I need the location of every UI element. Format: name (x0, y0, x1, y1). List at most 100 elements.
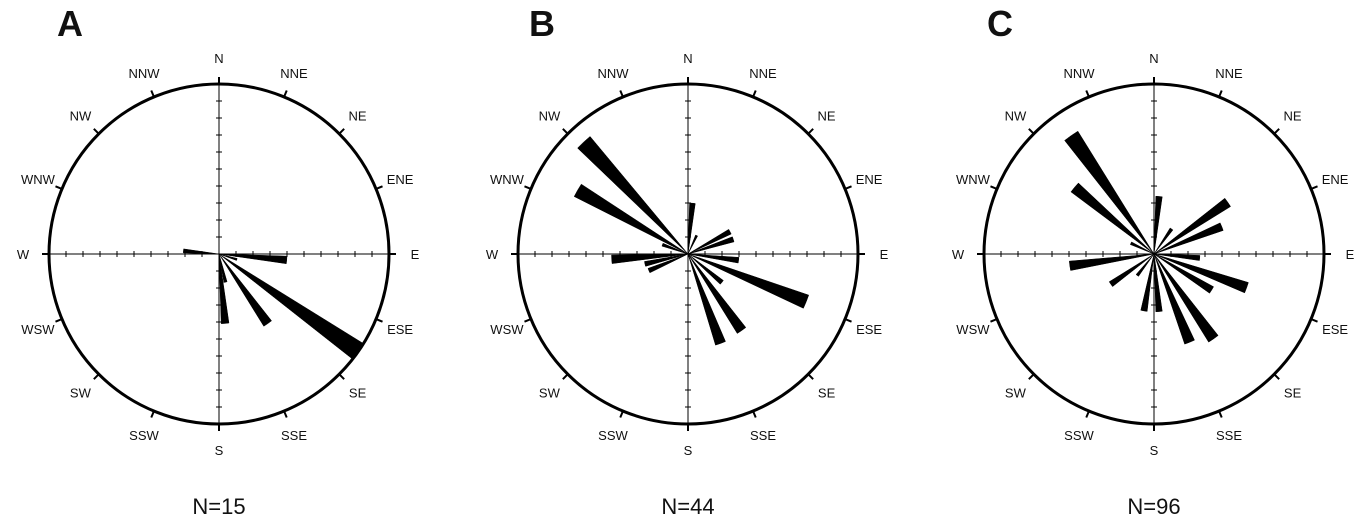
rose-panel-a-direction-tick (375, 185, 383, 190)
rose-panel-b-direction-tick (807, 128, 814, 135)
rose-panel-a-petal (218, 253, 230, 324)
rose-panel-b-direction-tick (619, 90, 624, 98)
rose-panel-c-direction-tick (1028, 373, 1035, 380)
rose-panel-b-petal (644, 253, 689, 267)
rose-panel-c-direction-label-sw: SW (1005, 386, 1027, 401)
rose-panel-c-petal (1135, 253, 1155, 277)
rose-panel-b-direction-label-wnw: WNW (490, 172, 525, 187)
rose-panel-b-direction-tick (619, 410, 624, 418)
rose-panel-c-direction-tick (990, 318, 998, 323)
rose-panel-c-direction-label-nw: NW (1005, 108, 1027, 123)
rose-panel-a-direction-label-sw: SW (70, 386, 92, 401)
rose-panel-c-petal (1153, 253, 1201, 261)
rose-panel-b-direction-label-se: SE (818, 386, 836, 401)
rose-panel-a-direction-label-ssw: SSW (129, 428, 159, 443)
rose-panel-b-direction-label-sse: SSE (750, 428, 776, 443)
rose-panel-c-direction-tick (990, 185, 998, 190)
rose-panel-b-petal (611, 253, 689, 264)
rose-panel-b-petal (647, 253, 689, 274)
rose-panel-b-petal (687, 253, 724, 285)
rose-panel-a-petal (183, 248, 220, 255)
rose-panel-c-direction-label-se: SE (1284, 386, 1302, 401)
rose-panel-a-direction-label-wnw: WNW (21, 172, 56, 187)
rose-panel-c-petal (1129, 241, 1155, 255)
rose-panel-c-direction-label-nne: NNE (1215, 66, 1243, 81)
rose-panel-a-direction-tick (55, 185, 63, 190)
rose-panel-a-direction-tick (150, 410, 155, 418)
rose-panel-a-petal (218, 253, 288, 264)
rose-panel-b-petal (687, 253, 740, 264)
rose-panel-b-direction-label-ese: ESE (856, 322, 882, 337)
rose-panel-b-petal (687, 234, 698, 255)
rose-panel-b-petal (687, 253, 726, 346)
rose-panel-a-direction-label-sse: SSE (281, 428, 307, 443)
rose-panel-b-direction-tick (844, 318, 852, 323)
rose-panel-a-direction-label-ne: NE (349, 108, 367, 123)
rose-panel-a-petal (218, 253, 364, 360)
rose-panel-a-petal (218, 253, 272, 327)
rose-panel-a-direction-tick (55, 318, 63, 323)
rose-panel-b-petal (687, 236, 735, 255)
rose-panel-b-direction-label-ene: ENE (856, 172, 883, 187)
rose-panel-a-petal (218, 253, 228, 283)
rose-panel-b-direction-label-nw: NW (539, 108, 561, 123)
rose-panel-c-count-label: N=96 (1127, 494, 1180, 519)
rose-panel-c-direction-label-ssw: SSW (1064, 428, 1094, 443)
rose-panel-c-petal (1140, 253, 1155, 312)
rose-panel-a-direction-label-ese: ESE (387, 322, 413, 337)
rose-panel-a-direction-label-nne: NNE (280, 66, 308, 81)
rose-panel-b-count-label: N=44 (661, 494, 714, 519)
rose-panel-c-letter: C (987, 3, 1013, 44)
rose-panel-c: N NNE NE ENE E ESE SE SSE S SSW SW WSW W WNW NW NNW C N=9… (952, 3, 1355, 519)
rose-panel-c-direction-label-ene: ENE (1322, 172, 1349, 187)
rose-panel-a-direction-label-nw: NW (70, 108, 92, 123)
rose-panel-b-direction-tick (562, 373, 569, 380)
rose-panel-b-direction-tick (844, 185, 852, 190)
rose-panel-a-direction-label-ene: ENE (387, 172, 414, 187)
rose-panel-b-direction-label-e: E (880, 247, 889, 262)
rose-panel-a-direction-tick (93, 373, 100, 380)
rose-panel-b-direction-label-n: N (683, 51, 692, 66)
rose-panel-c-direction-tick (1085, 90, 1090, 98)
rose-panel-c-petal (1069, 253, 1155, 271)
rose-panel-b-petal (573, 183, 689, 255)
rose-panel-a-letter: A (57, 3, 83, 44)
rose-panel-c-petal (1153, 253, 1163, 313)
rose-panel-c-petal (1108, 253, 1155, 287)
rose-panel-b-direction-label-s: S (684, 443, 693, 458)
rose-panel-c-petal (1153, 197, 1231, 255)
rose-panel-c-petal (1153, 253, 1214, 294)
rose-panel-c-direction-label-w: W (952, 247, 965, 262)
rose-panel-b-petal (687, 253, 747, 334)
rose-panel-a-direction-label-n: N (214, 51, 223, 66)
rose-panel-c-direction-label-wnw: WNW (956, 172, 991, 187)
rose-panel-b-direction-label-nne: NNE (749, 66, 777, 81)
rose-panel-a: N NNE NE ENE E ESE SE SSE S SSW SW WSW W WNW NW NNW A N=1… (17, 3, 420, 519)
rose-panel-c-petal (1153, 222, 1224, 255)
rose-panel-a-count-label: N=15 (192, 494, 245, 519)
rose-panel-c-direction-label-sse: SSE (1216, 428, 1242, 443)
rose-panel-c-direction-label-s: S (1150, 443, 1159, 458)
rose-panel-c-petal (1153, 253, 1195, 345)
rose-panel-b-petal (661, 242, 689, 255)
rose-panel-a-direction-tick (283, 90, 288, 98)
rose-panel-c-direction-label-ne: NE (1284, 108, 1302, 123)
rose-panel-b-direction-tick (752, 90, 757, 98)
rose-panel-c-petal (1153, 253, 1249, 294)
rose-panel-b-direction-tick (752, 410, 757, 418)
rose-panel-a-direction-label-nnw: NNW (128, 66, 160, 81)
rose-panel-c-petal (1153, 195, 1163, 255)
rose-panel-b-direction-tick (524, 185, 532, 190)
rose-panel-b-direction-tick (807, 373, 814, 380)
rose-panel-c-direction-label-ese: ESE (1322, 322, 1348, 337)
rose-panel-a-direction-label-w: W (17, 247, 30, 262)
rose-panel-c-petal (1153, 227, 1174, 255)
rose-panel-c-direction-tick (1218, 90, 1223, 98)
rose-panel-a-direction-tick (375, 318, 383, 323)
rose-panel-b-petal (687, 202, 696, 255)
rose-panel-c-direction-label-nnw: NNW (1063, 66, 1095, 81)
rose-panel-c-petal (1153, 253, 1219, 343)
rose-panel-b-letter: B (529, 3, 555, 44)
rose-panel-b-petal (687, 228, 732, 255)
